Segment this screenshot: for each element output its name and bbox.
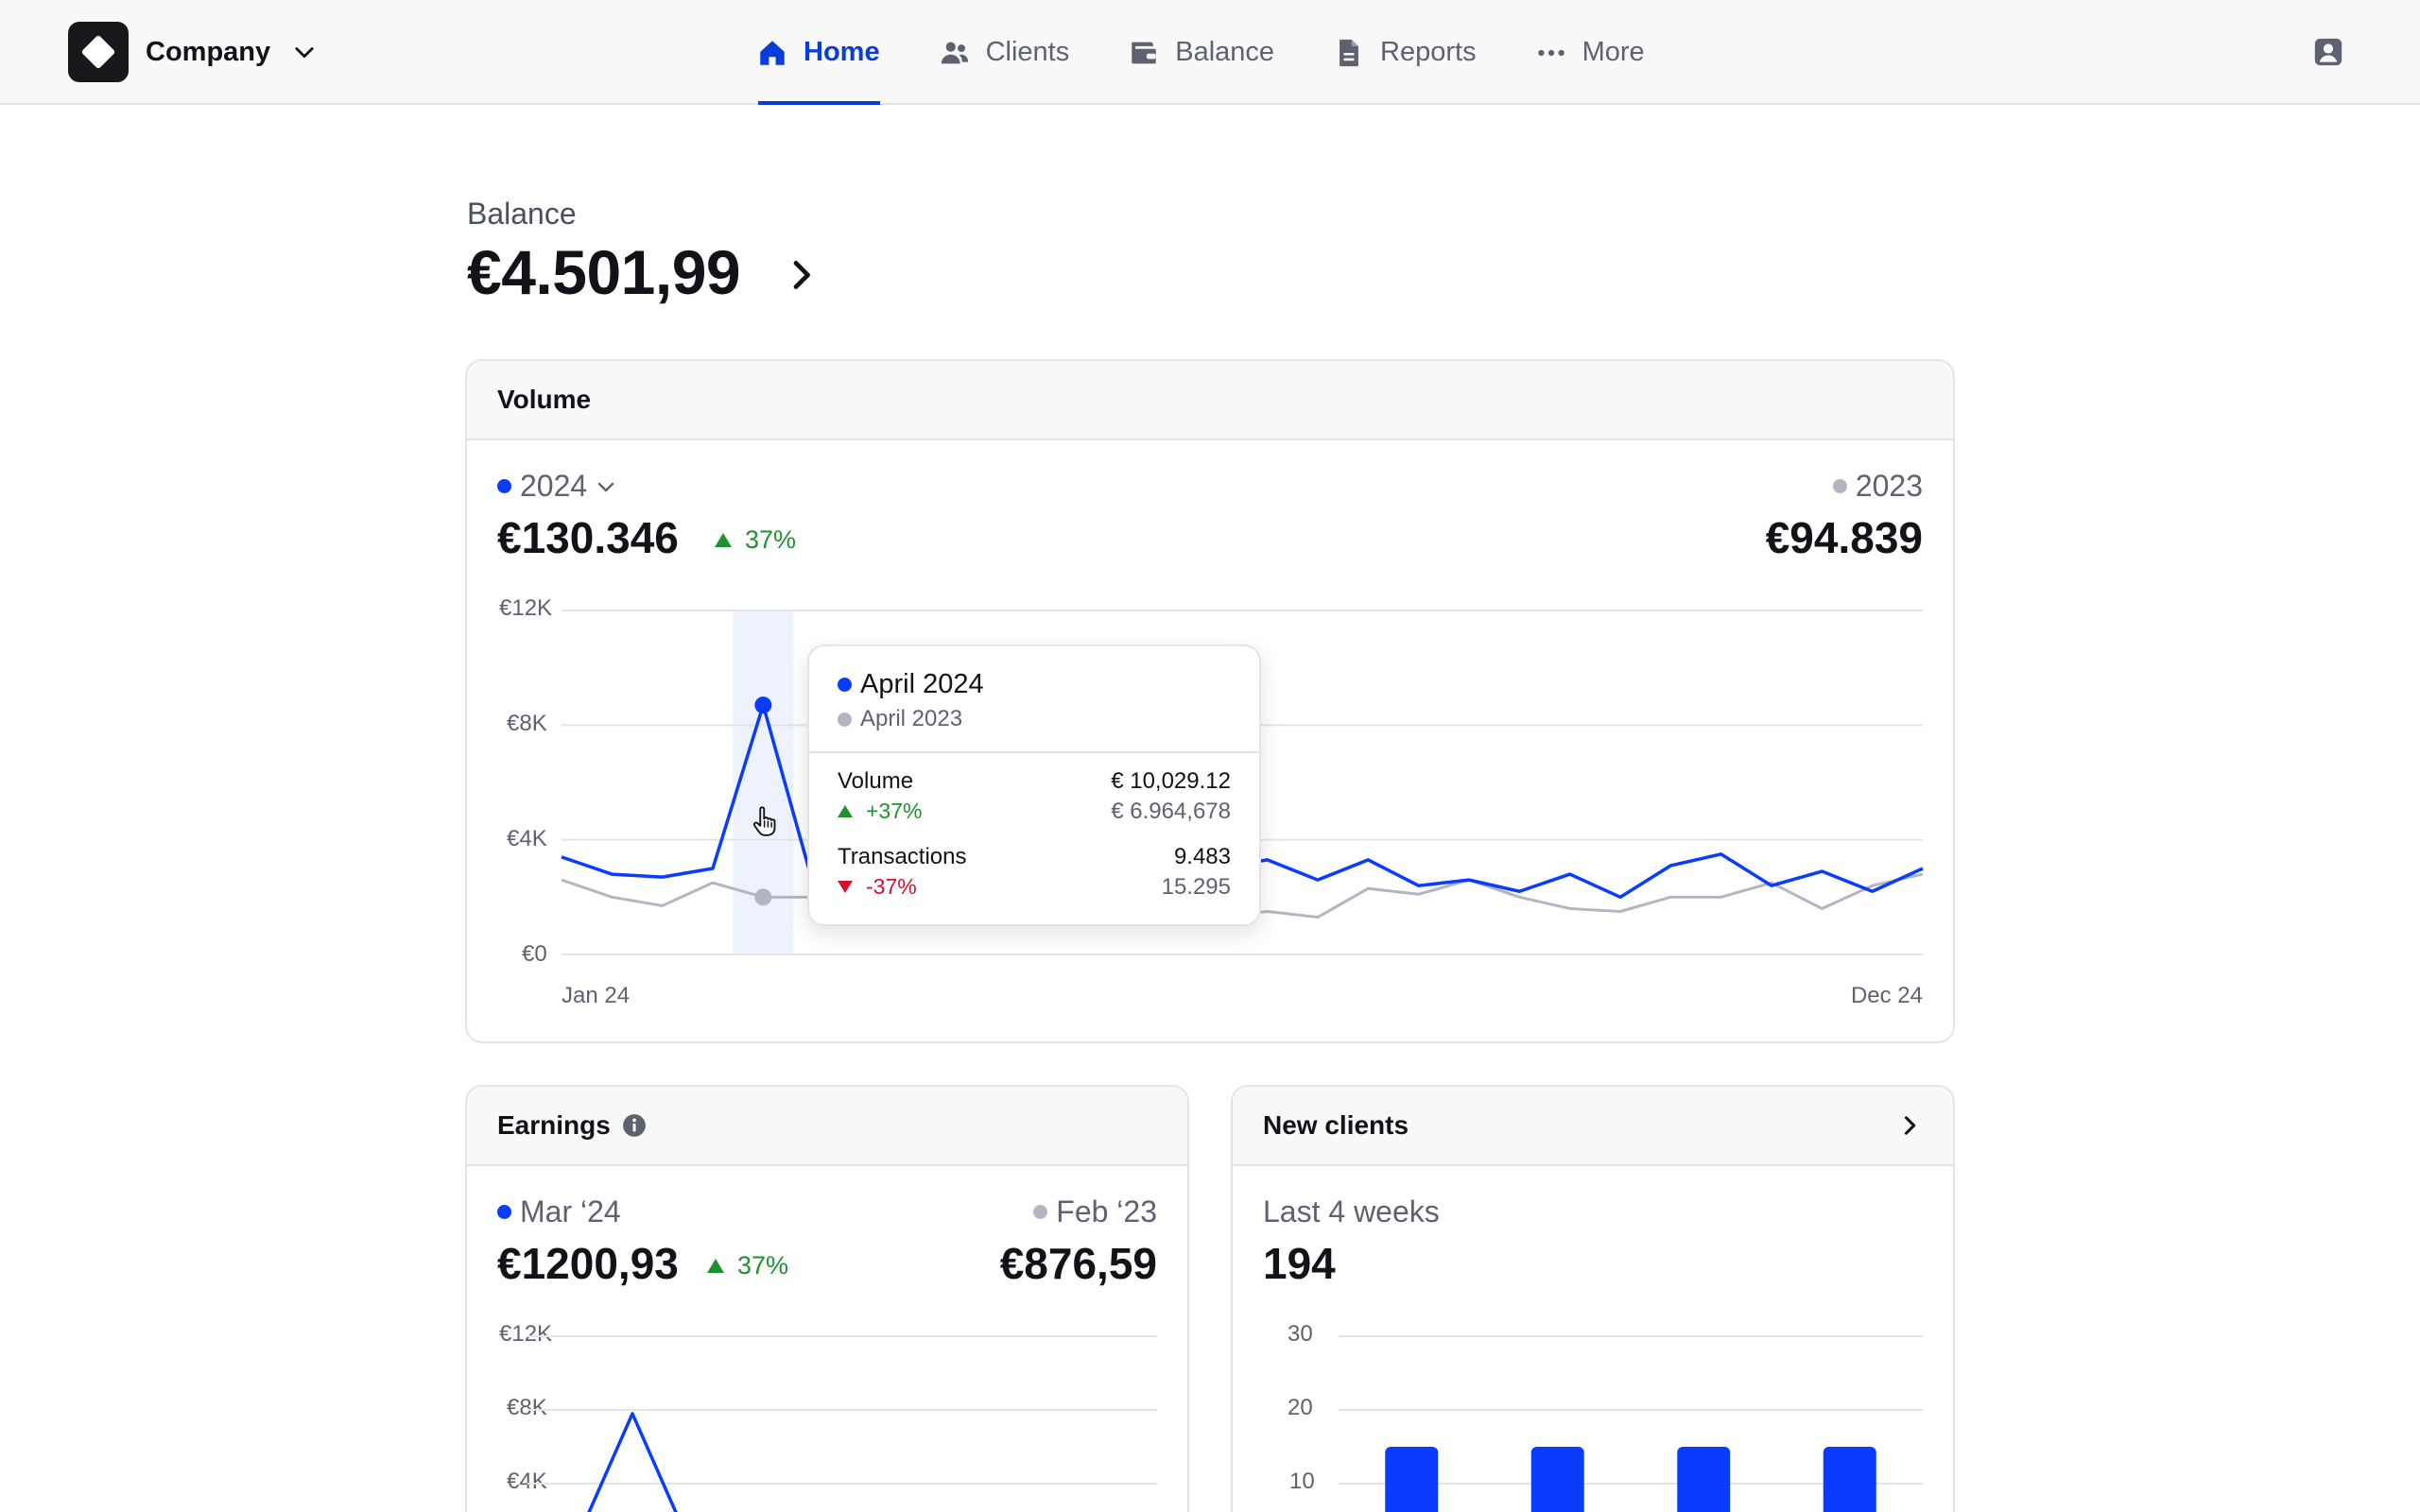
period-label: Last 4 weeks bbox=[1263, 1194, 1440, 1228]
y-tick: 30 bbox=[1288, 1321, 1313, 1347]
nav-item-label: More bbox=[1582, 37, 1645, 67]
current-period: Mar ‘24 bbox=[497, 1194, 621, 1229]
comparison-year: 2023 bbox=[1832, 469, 1923, 504]
earnings-prev-value: €876,59 bbox=[999, 1239, 1157, 1288]
current-year: 2024 bbox=[520, 469, 588, 503]
prev-period: Feb ‘23 bbox=[1033, 1194, 1157, 1229]
bar bbox=[1530, 1447, 1584, 1512]
bar bbox=[1385, 1447, 1439, 1512]
current-period-label: Mar ‘24 bbox=[520, 1194, 621, 1228]
top-navigation-bar: Company Home Clients Balance Reports Mor… bbox=[0, 0, 2420, 105]
series-line-earnings bbox=[587, 1412, 678, 1512]
balance-value: €4.501,99 bbox=[467, 237, 741, 307]
prev-period-label: Feb ‘23 bbox=[1056, 1194, 1157, 1228]
y-tick: 20 bbox=[1288, 1395, 1313, 1420]
nav-item-label: Home bbox=[804, 37, 880, 67]
y-tick: €4K bbox=[507, 826, 547, 851]
chevron-right-icon[interactable] bbox=[786, 255, 819, 295]
series-dot bbox=[1033, 1205, 1048, 1219]
volume-card-header: Volume bbox=[467, 361, 1953, 440]
company-switcher[interactable]: Company bbox=[68, 22, 318, 82]
y-tick: €12K bbox=[499, 595, 553, 621]
account-icon[interactable] bbox=[2312, 36, 2344, 68]
main-nav: Home Clients Balance Reports More bbox=[756, 0, 1703, 105]
highlight-point-2023 bbox=[754, 888, 772, 906]
nav-item-clients[interactable]: Clients bbox=[939, 0, 1070, 105]
chevron-down-icon bbox=[295, 47, 314, 59]
change-value: 37% bbox=[737, 1251, 789, 1280]
home-icon bbox=[760, 40, 785, 65]
tooltip-volume-current: € 10,029.12 bbox=[1111, 768, 1231, 794]
x-tick-end: Dec 24 bbox=[1850, 983, 1923, 1008]
y-tick: €4K bbox=[507, 1469, 547, 1494]
earnings-line-chart[interactable] bbox=[467, 1087, 1187, 1512]
earnings-card: Earnings Mar ‘24 €1200,93 37% Feb ‘23 €8… bbox=[465, 1085, 1189, 1512]
year-selector[interactable]: 2024 bbox=[497, 469, 617, 504]
nav-item-more[interactable]: More bbox=[1535, 0, 1645, 105]
tooltip-subtitle: April 2023 bbox=[860, 706, 963, 731]
series-dot bbox=[497, 1205, 511, 1219]
hand-cursor-icon bbox=[752, 806, 776, 836]
y-tick: €0 bbox=[522, 941, 547, 967]
series-dot bbox=[1832, 479, 1847, 493]
card-title: New clients bbox=[1263, 1110, 1409, 1140]
nav-item-label: Clients bbox=[985, 37, 1070, 67]
series-dot bbox=[838, 678, 852, 692]
change-badge: 37% bbox=[707, 1251, 788, 1280]
nav-item-label: Reports bbox=[1380, 37, 1477, 67]
tooltip-volume-change: +37% bbox=[866, 799, 923, 823]
chevron-right-icon[interactable] bbox=[1896, 1112, 1923, 1139]
nav-item-label: Balance bbox=[1175, 37, 1275, 67]
arrow-up-icon bbox=[715, 533, 732, 547]
new-clients-card: New clients Last 4 weeks 194 30 20 10 bbox=[1231, 1085, 1955, 1512]
nav-item-balance[interactable]: Balance bbox=[1128, 0, 1274, 105]
tooltip-transactions-label: Transactions bbox=[838, 844, 967, 869]
prev-total: €94.839 bbox=[1765, 513, 1923, 562]
card-title: Earnings bbox=[497, 1110, 611, 1140]
bar bbox=[1677, 1447, 1731, 1512]
earnings-card-header: Earnings bbox=[467, 1087, 1187, 1166]
x-tick-start: Jan 24 bbox=[562, 983, 631, 1008]
more-dots-icon bbox=[1537, 49, 1564, 56]
y-tick: €12K bbox=[499, 1321, 553, 1347]
tooltip-volume-prev: € 6.964,678 bbox=[1111, 799, 1231, 824]
tooltip-volume-label: Volume bbox=[838, 768, 914, 794]
nav-item-reports[interactable]: Reports bbox=[1333, 0, 1477, 105]
balance-label: Balance bbox=[467, 197, 577, 231]
series-dot bbox=[497, 479, 511, 493]
wallet-icon bbox=[1132, 42, 1156, 63]
change-value: 37% bbox=[745, 525, 797, 554]
divider bbox=[809, 751, 1259, 753]
current-total: €130.346 bbox=[497, 513, 679, 562]
info-icon[interactable] bbox=[622, 1113, 647, 1138]
series-dot bbox=[838, 712, 852, 727]
y-tick: 10 bbox=[1289, 1469, 1315, 1494]
arrow-down-icon bbox=[838, 881, 853, 893]
new-clients-card-header[interactable]: New clients bbox=[1233, 1087, 1953, 1166]
tooltip-transactions-current: 9.483 bbox=[1173, 844, 1231, 869]
tooltip-title: April 2024 bbox=[860, 669, 984, 699]
tooltip-transactions-change: -37% bbox=[866, 874, 917, 899]
tooltip-transactions-prev: 15.295 bbox=[1161, 874, 1231, 900]
prev-year: 2023 bbox=[1855, 469, 1923, 503]
highlight-point-2024 bbox=[754, 696, 772, 714]
change-badge: 37% bbox=[715, 525, 796, 555]
bar bbox=[1823, 1447, 1876, 1512]
users-icon bbox=[941, 42, 968, 63]
arrow-up-icon bbox=[707, 1259, 724, 1273]
y-tick: €8K bbox=[507, 1395, 547, 1420]
arrow-up-icon bbox=[838, 805, 853, 817]
company-name: Company bbox=[146, 36, 271, 67]
y-tick: €8K bbox=[507, 711, 547, 736]
new-clients-bar-chart[interactable] bbox=[1233, 1087, 1953, 1512]
chart-tooltip: April 2024 April 2023 Volume +37% € 10,0… bbox=[807, 644, 1261, 926]
nav-item-home[interactable]: Home bbox=[756, 0, 880, 105]
new-clients-value: 194 bbox=[1263, 1239, 1336, 1288]
document-icon bbox=[1340, 39, 1358, 66]
chevron-down-icon bbox=[597, 482, 614, 491]
card-title: Volume bbox=[497, 385, 592, 414]
earnings-current-value: €1200,93 bbox=[497, 1239, 679, 1288]
company-logo-icon bbox=[68, 22, 129, 82]
